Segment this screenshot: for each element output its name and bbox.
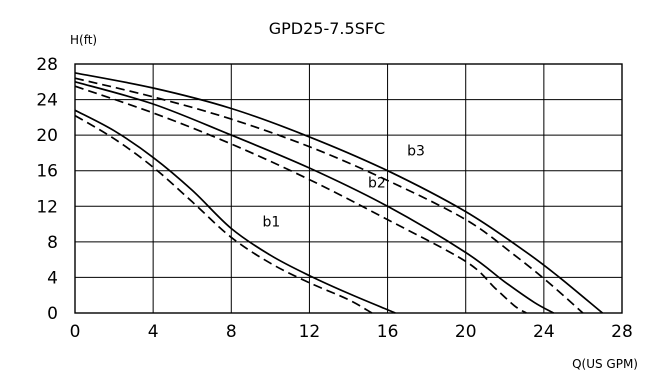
x-tick-label: 8 (226, 322, 237, 342)
y-tick-label: 24 (36, 91, 58, 111)
x-tick-label: 0 (70, 322, 81, 342)
tick-labels: 0 4 8 12 16 20 24 28 0 4 8 12 16 20 24 28 (36, 55, 632, 342)
series-label-b1: b1 (263, 215, 281, 231)
chart-title: GPD25-7.5SFC (269, 19, 385, 38)
y-tick-label: 20 (36, 126, 58, 146)
y-tick-label: 4 (47, 268, 58, 288)
x-tick-label: 20 (455, 322, 477, 342)
y-tick-label: 16 (36, 162, 58, 182)
x-tick-label: 16 (377, 322, 399, 342)
series-line-b1-dashed (74, 114, 373, 314)
series-line-b2-dashed (74, 85, 527, 314)
x-tick-label: 12 (299, 322, 321, 342)
series-lines (74, 72, 604, 314)
series-line-b2-solid (74, 80, 555, 314)
y-tick-label: 8 (47, 233, 58, 253)
y-axis-label: H(ft) (70, 33, 97, 47)
x-tick-label: 24 (533, 322, 555, 342)
series-label-b2: b2 (368, 176, 386, 192)
series-line-b3-solid (74, 72, 604, 314)
y-tick-label: 28 (36, 55, 58, 75)
plot-frame (74, 63, 623, 314)
x-tick-label: 4 (148, 322, 159, 342)
series-label-b3: b3 (407, 144, 425, 160)
series-line-b1-solid (74, 109, 396, 314)
y-tick-label: 0 (47, 304, 58, 324)
y-tick-label: 12 (36, 197, 58, 217)
grid-lines (75, 64, 622, 313)
x-axis-label: Q(US GPM) (572, 357, 638, 371)
series-line-b3-dashed (74, 77, 584, 314)
series-labels: b1 b2 b3 (263, 144, 425, 231)
x-tick-label: 28 (611, 322, 633, 342)
